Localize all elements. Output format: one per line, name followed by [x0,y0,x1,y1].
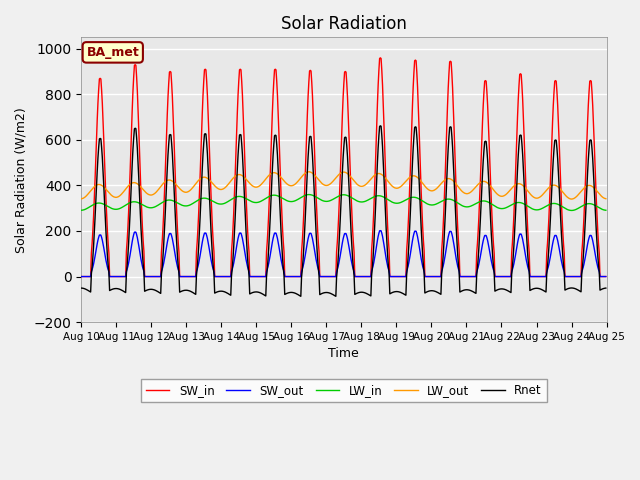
SW_in [408,124,415,130]
LW_in [408,194,415,200]
SW_in [602,274,610,279]
SW_out [141,274,148,279]
LW_in [141,203,148,209]
SW_out [376,228,384,233]
LW_out [568,196,575,202]
SW_out [602,274,610,279]
Line: SW_out: SW_out [81,230,606,276]
LW_in [222,200,230,206]
SW_out [423,274,431,279]
LW_out [408,173,415,179]
LW_out [77,196,85,202]
Line: LW_in: LW_in [81,194,606,210]
SW_out [222,274,230,279]
LW_out [305,169,313,175]
LW_out [194,178,202,184]
Rnet [87,289,95,295]
LW_out [423,186,431,192]
LW_in [602,207,610,213]
LW_in [423,201,431,206]
SW_in [77,274,85,279]
LW_in [568,207,575,213]
LW_in [305,192,313,197]
SW_out [194,264,202,270]
Line: LW_out: LW_out [81,172,606,199]
SW_in [376,55,384,60]
LW_in [194,197,202,203]
LW_out [222,184,230,190]
Rnet [408,160,416,166]
SW_in [87,274,95,279]
Text: BA_met: BA_met [86,46,139,59]
SW_out [87,274,95,279]
Y-axis label: Solar Radiation (W/m2): Solar Radiation (W/m2) [15,107,28,252]
Rnet [602,285,610,291]
SW_in [222,274,230,279]
Line: Rnet: Rnet [81,126,606,296]
LW_out [602,196,610,202]
Legend: SW_in, SW_out, LW_in, LW_out, Rnet: SW_in, SW_out, LW_in, LW_out, Rnet [141,379,547,402]
Rnet [194,255,202,261]
Rnet [424,288,431,294]
SW_out [77,274,85,279]
LW_in [77,207,85,213]
SW_out [408,242,415,248]
SW_in [141,274,148,279]
X-axis label: Time: Time [328,348,359,360]
Rnet [141,288,148,294]
Rnet [376,123,384,129]
Rnet [297,293,305,299]
SW_in [194,227,202,232]
Line: SW_in: SW_in [81,58,606,276]
SW_in [423,274,431,279]
LW_in [87,204,95,209]
LW_out [141,189,148,194]
Rnet [222,289,230,295]
Title: Solar Radiation: Solar Radiation [281,15,407,33]
Rnet [77,285,85,291]
LW_out [87,188,95,193]
